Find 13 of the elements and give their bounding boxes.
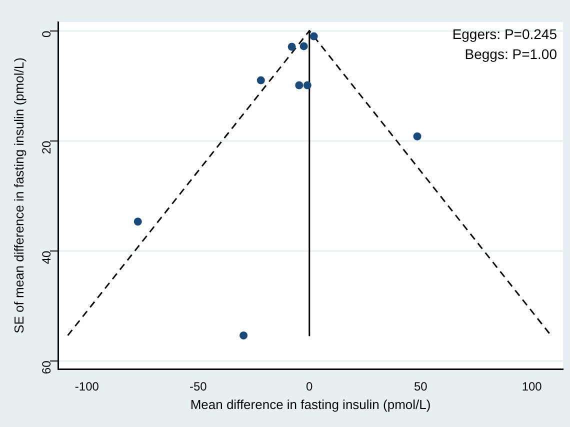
annotation: Beggs: P=1.00 [464,46,558,62]
x-tick-label: 100 [522,380,542,394]
y-tick-label: 0 [39,30,54,38]
y-axis-title: SE of mean difference in fasting insulin (pmol/L) [11,58,26,334]
y-tick-label: 20 [39,140,54,154]
x-tick-label: -100 [74,380,100,394]
x-axis-title: Mean difference in fasting insulin (pmol/L) [190,396,431,412]
y-tick-label: 60 [39,360,54,374]
x-tick-label: 0 [306,380,314,394]
annotation: Eggers: P=0.245 [452,26,558,42]
x-tick-label: -50 [189,380,208,394]
x-tick-label: 50 [414,380,428,394]
y-tick-label: 40 [39,250,54,264]
